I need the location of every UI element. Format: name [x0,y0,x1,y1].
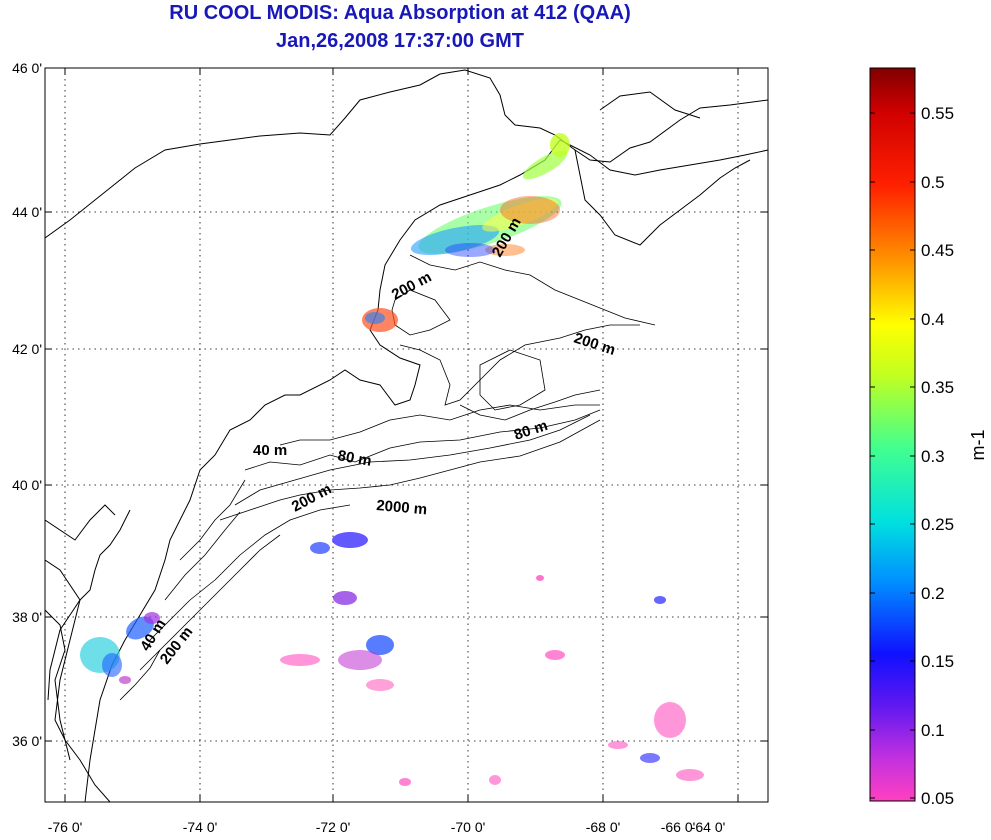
map-frame [44,67,769,803]
lon-tick-label: -76 0' [48,819,83,835]
absorption-data-gulf-of-maine [362,133,570,332]
colorbar-tick-label: 0.15 [921,652,954,671]
lat-tick-label: 36 0' [12,733,42,749]
lat-tick-label: 40 0' [12,477,42,493]
contour-label: 200 m [389,269,435,304]
lon-tick-label: -72 0' [316,819,351,835]
colorbar-tick-label: 0.1 [921,721,945,740]
lon-tick-label: -68 0' [586,819,621,835]
colorbar-gradient [869,67,916,802]
contour-labels: 200 m 200 m 200 m 80 m 40 m 80 m 200 m 2… [137,215,618,668]
contour-label: 40 m [253,442,287,459]
graticule-grid [45,68,768,802]
colorbar-tick-label: 0.25 [921,515,954,534]
lon-tick-label: -64 0' [691,819,726,835]
axis-tick-marks [45,68,768,802]
colorbar-tick-label: 0.4 [921,310,945,329]
lon-tick-label: -74 0' [183,819,218,835]
colorbar-tick-label: 0.55 [921,104,954,123]
colorbar-tick-label: 0.05 [921,789,954,808]
latitude-tick-labels: 46 0' 44 0' 42 0' 40 0' 38 0' 36 0' [12,60,42,749]
absorption-data-chesapeake [80,612,160,684]
map-title: RU COOL MODIS: Aqua Absorption at 412 (Q… [169,2,631,24]
lat-tick-label: 38 0' [12,609,42,625]
colorbar: 0.55 0.5 0.45 0.4 0.35 0.3 0.25 0.2 0.15… [869,67,988,808]
colorbar-tick-label: 0.5 [921,173,945,192]
contour-label: 2000 m [376,497,428,518]
colorbar-tick-label: 0.35 [921,378,954,397]
lat-tick-label: 42 0' [12,341,42,357]
colorbar-tick-label: 0.3 [921,447,945,466]
colorbar-tick-label: 0.2 [921,584,945,603]
coastline [45,69,768,802]
colorbar-tick-label: 0.45 [921,241,954,260]
lat-tick-label: 46 0' [12,60,42,76]
bathymetry-contours [119,254,656,701]
colorbar-unit-label: m-1 [968,430,988,461]
contour-label: 200 m [289,481,335,516]
map-subtitle-timestamp: Jan,26,2008 17:37:00 GMT [276,30,524,52]
contour-label: 200 m [572,330,618,359]
longitude-tick-labels: -76 0' -74 0' -72 0' -70 0' -68 0' -66 0… [48,819,726,835]
lon-tick-label: -70 0' [451,819,486,835]
lon-tick-label: -66 0' [661,819,696,835]
absorption-data-offshore [280,532,704,786]
lat-tick-label: 44 0' [12,204,42,220]
contour-label: 80 m [336,447,373,470]
